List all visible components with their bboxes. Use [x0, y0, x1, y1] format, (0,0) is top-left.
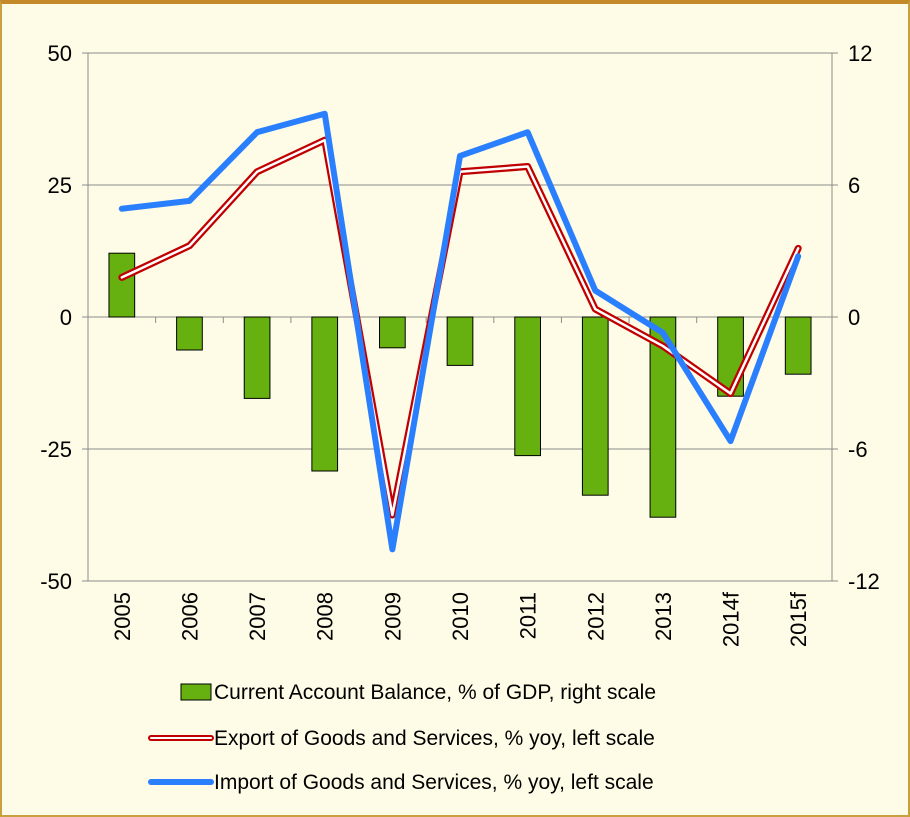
legend-label: Export of Goods and Services, % yoy, lef…: [214, 727, 655, 750]
x-tick-label: 2007: [245, 592, 270, 641]
legend-label: Import of Goods and Services, % yoy, lef…: [214, 771, 654, 794]
left-tick-label: -50: [40, 569, 72, 594]
right-tick-label: 0: [848, 305, 860, 330]
tick-labels: 50 25 0 -25 -50 12 6 0 -6 -12 2005 2006 2007 2008 2009…: [40, 41, 880, 647]
x-tick-label: 2014f: [719, 591, 744, 647]
import-line: [118, 110, 802, 553]
bar-current-account-2011: [514, 316, 541, 457]
x-tick-label: 2008: [313, 592, 338, 641]
legend-item-import: Import of Goods and Services, % yoy, lef…: [148, 771, 654, 794]
legend-swatch-bar: [180, 683, 212, 701]
bar-current-account-2006: [176, 316, 203, 351]
x-tick-label: 2013: [651, 592, 676, 641]
bar-current-account-2007: [243, 316, 271, 399]
bar-current-account-2012: [581, 316, 609, 496]
left-tick-label: -25: [40, 437, 72, 462]
right-tick-label: -12: [848, 569, 880, 594]
x-tick-label: 2011: [516, 592, 541, 639]
x-tick-label: 2010: [448, 592, 473, 641]
bar-current-account-2010: [446, 316, 474, 366]
bar-current-account-2005: [108, 252, 136, 318]
bar-current-account-2015f: [784, 316, 812, 375]
bar-current-account-2009: [379, 316, 406, 349]
legend-label: Current Account Balance, % of GDP, right…: [214, 681, 656, 704]
bar-current-account-2008: [311, 316, 339, 472]
line-series: [118, 110, 802, 553]
x-tick-label: 2006: [177, 592, 202, 641]
legend-item-export: Export of Goods and Services, % yoy, lef…: [148, 727, 655, 750]
right-tick-label: -6: [848, 437, 868, 462]
x-tick-label: 2015f: [786, 591, 811, 647]
x-tick-label: 2005: [110, 592, 135, 641]
right-tick-label: 12: [848, 41, 872, 66]
left-tick-label: 0: [60, 305, 72, 330]
left-tick-label: 50: [48, 41, 72, 66]
bar-series: [108, 252, 812, 518]
right-tick-label: 6: [848, 173, 860, 198]
x-tick-label: 2012: [583, 592, 608, 641]
legend-item-current-account: Current Account Balance, % of GDP, right…: [180, 681, 656, 704]
x-tick-label: 2009: [380, 592, 405, 641]
left-tick-label: 25: [48, 173, 72, 198]
legend: Current Account Balance, % of GDP, right…: [148, 681, 656, 794]
